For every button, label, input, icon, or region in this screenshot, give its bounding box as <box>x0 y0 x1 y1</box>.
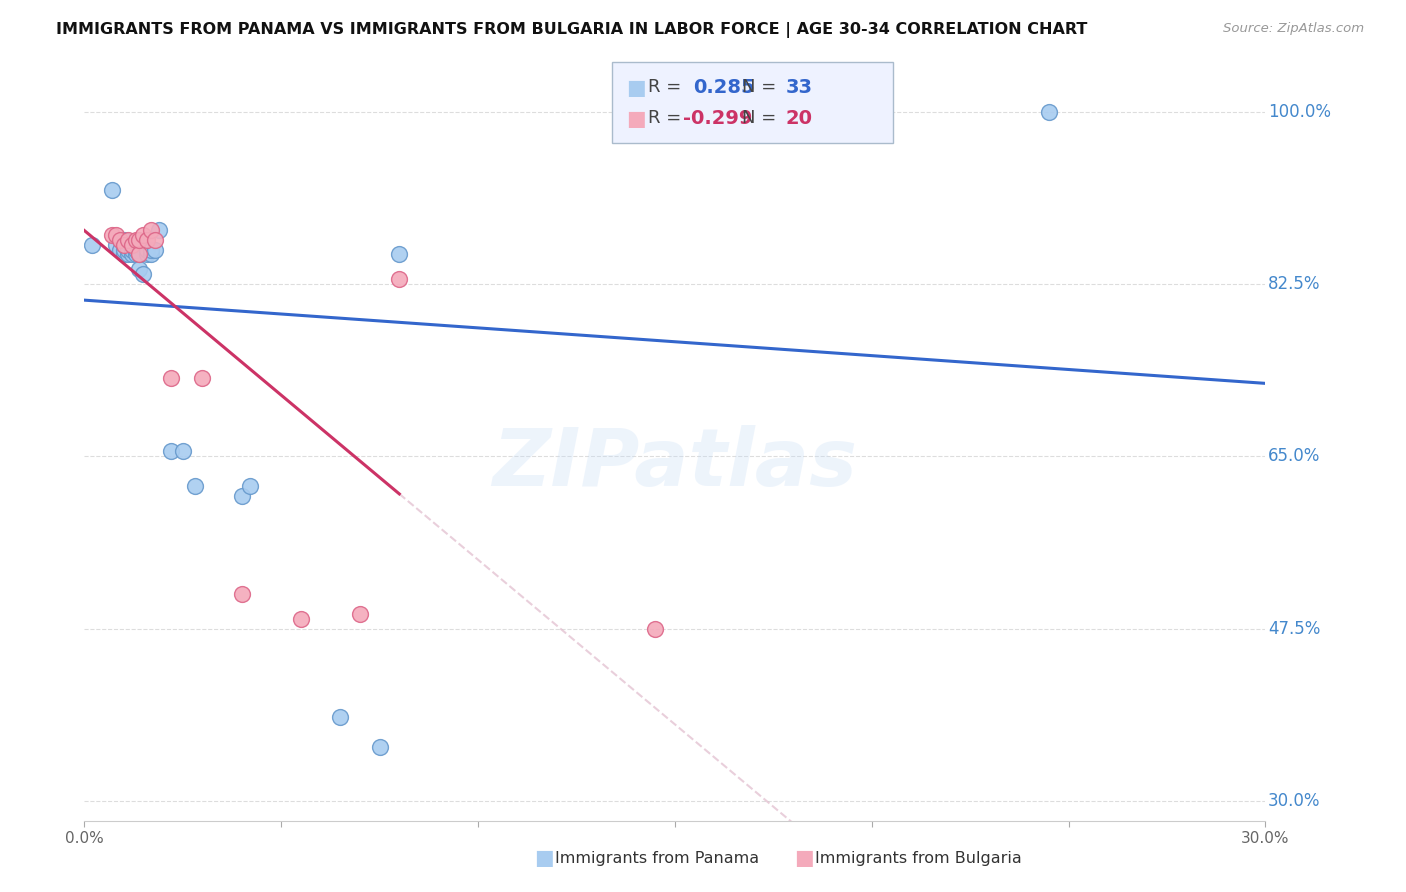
Point <box>239 479 262 493</box>
Point <box>143 243 166 257</box>
Point <box>112 233 135 247</box>
Point <box>121 243 143 257</box>
Point <box>183 479 205 493</box>
Point <box>143 233 166 247</box>
Point <box>191 370 214 384</box>
Text: 33: 33 <box>786 78 813 97</box>
Point <box>329 710 352 724</box>
Point <box>121 237 143 252</box>
Text: 20: 20 <box>786 109 813 128</box>
Point <box>136 243 159 257</box>
Point <box>101 227 124 242</box>
Text: Source: ZipAtlas.com: Source: ZipAtlas.com <box>1223 22 1364 36</box>
Point <box>124 237 146 252</box>
Point <box>368 739 391 754</box>
Text: N =: N = <box>742 109 782 127</box>
Point <box>136 233 159 247</box>
Text: ZIPatlas: ZIPatlas <box>492 425 858 503</box>
Point <box>112 243 135 257</box>
Text: -0.299: -0.299 <box>683 109 752 128</box>
Point <box>388 247 411 261</box>
Point <box>124 233 146 247</box>
Point <box>108 243 131 257</box>
Point <box>124 243 146 257</box>
Text: N =: N = <box>742 78 782 96</box>
Point <box>112 247 135 261</box>
Point <box>128 233 150 247</box>
Point <box>117 247 139 261</box>
Point <box>148 223 170 237</box>
Text: R =: R = <box>648 78 688 96</box>
Point <box>141 243 163 257</box>
Point <box>124 247 146 261</box>
Point <box>231 587 253 601</box>
Point <box>132 227 155 242</box>
Point <box>160 444 183 458</box>
Point <box>231 489 253 503</box>
Text: Immigrants from Bulgaria: Immigrants from Bulgaria <box>815 851 1022 865</box>
Text: 65.0%: 65.0% <box>1268 447 1320 466</box>
Text: R =: R = <box>648 109 688 127</box>
Point <box>132 267 155 281</box>
Text: 100.0%: 100.0% <box>1268 103 1330 120</box>
Point <box>108 233 131 247</box>
Point <box>160 370 183 384</box>
Point <box>128 247 150 261</box>
Text: ■: ■ <box>626 109 645 128</box>
Text: 82.5%: 82.5% <box>1268 275 1320 293</box>
Point <box>1038 104 1060 119</box>
Point <box>141 247 163 261</box>
Text: ■: ■ <box>794 848 814 868</box>
Text: 47.5%: 47.5% <box>1268 620 1320 638</box>
Point <box>82 237 104 252</box>
Text: ■: ■ <box>626 78 645 98</box>
Point <box>117 233 139 247</box>
Point <box>388 272 411 286</box>
Point <box>112 237 135 252</box>
Text: 0.285: 0.285 <box>693 78 755 97</box>
Point <box>112 237 135 252</box>
Point <box>128 262 150 277</box>
Point <box>104 237 127 252</box>
Point <box>117 243 139 257</box>
Point <box>172 444 194 458</box>
Text: ■: ■ <box>534 848 554 868</box>
Point <box>349 607 371 621</box>
Point <box>121 247 143 261</box>
Point <box>104 227 127 242</box>
Text: IMMIGRANTS FROM PANAMA VS IMMIGRANTS FROM BULGARIA IN LABOR FORCE | AGE 30-34 CO: IMMIGRANTS FROM PANAMA VS IMMIGRANTS FRO… <box>56 22 1088 38</box>
Point <box>128 247 150 261</box>
Text: 30.0%: 30.0% <box>1268 792 1320 810</box>
Point <box>290 612 312 626</box>
Point <box>141 223 163 237</box>
Point <box>136 247 159 261</box>
Text: Immigrants from Panama: Immigrants from Panama <box>555 851 759 865</box>
Point <box>101 184 124 198</box>
Point <box>644 622 666 636</box>
